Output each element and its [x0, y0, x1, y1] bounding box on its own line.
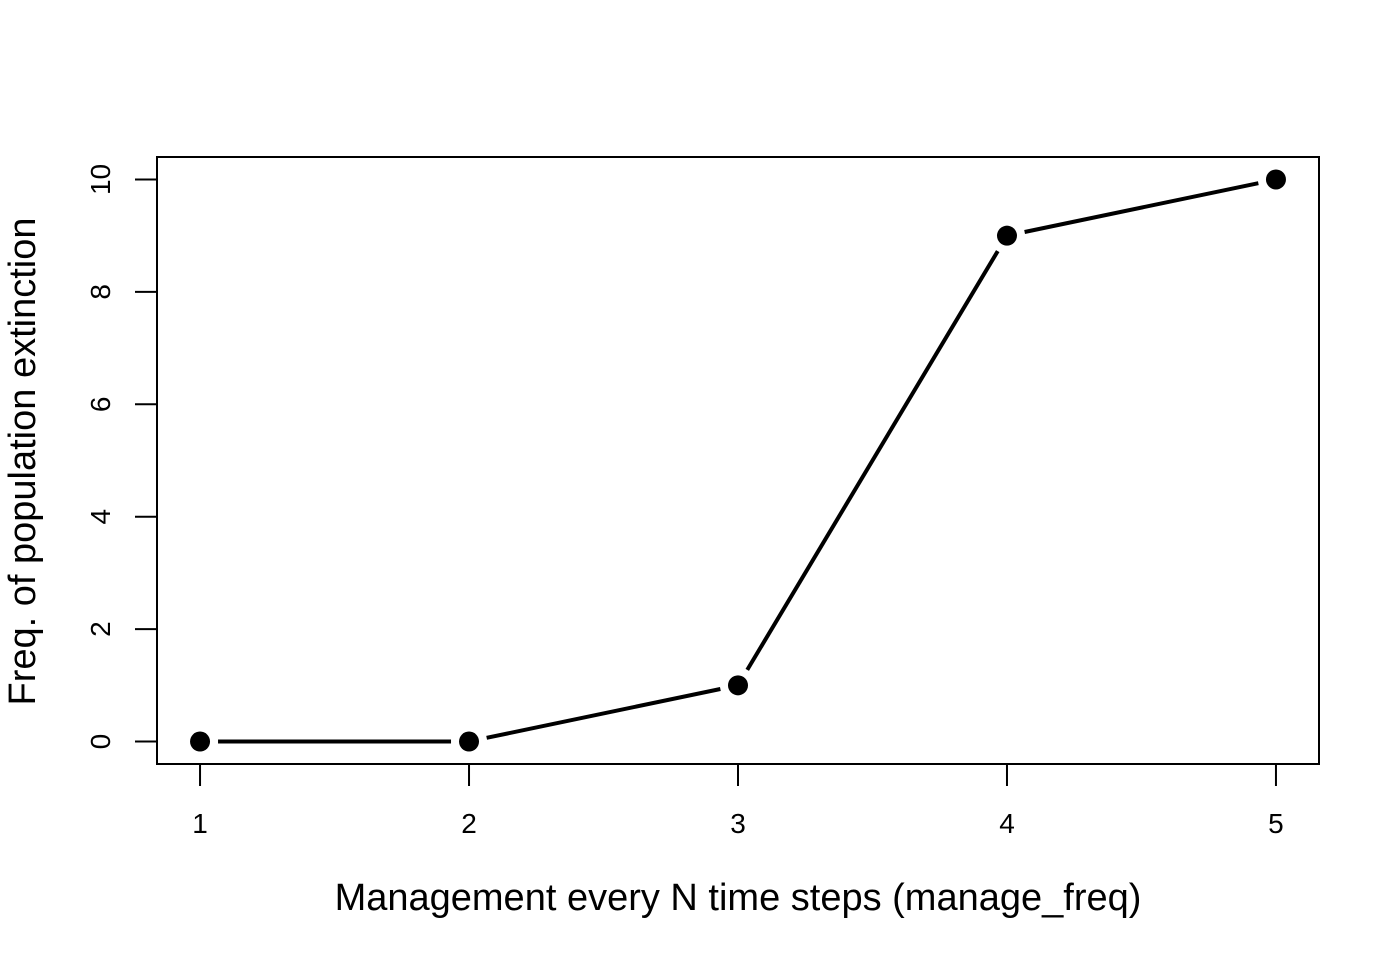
y-tick-label: 4 — [85, 509, 116, 525]
x-tick-label: 5 — [1268, 808, 1284, 839]
series-segment — [745, 250, 1000, 671]
x-tick-label: 4 — [999, 808, 1015, 839]
x-tick-label: 1 — [192, 808, 208, 839]
x-tick-label: 3 — [730, 808, 746, 839]
y-tick-label: 6 — [85, 397, 116, 413]
x-axis: 1 2 3 4 5 — [192, 763, 1284, 839]
series-points — [190, 169, 1286, 752]
data-point — [728, 675, 748, 696]
data-point — [190, 731, 211, 752]
plot-frame — [156, 156, 1320, 765]
y-axis: 0 2 4 6 8 10 — [85, 164, 158, 750]
data-point — [459, 731, 480, 752]
x-axis-title: Management every N time steps (manage_fr… — [335, 877, 1142, 919]
y-tick-label: 10 — [85, 164, 116, 195]
data-point — [1265, 169, 1286, 190]
y-tick-label: 0 — [85, 734, 116, 750]
y-tick-label: 2 — [85, 621, 116, 637]
y-axis-title: Freq. of population extinction — [2, 218, 44, 706]
series-segment — [486, 687, 721, 740]
data-point — [996, 225, 1017, 246]
series-lines — [218, 181, 1259, 744]
x-tick-label: 2 — [461, 808, 477, 839]
y-tick-label: 8 — [85, 284, 116, 300]
series-segment — [1024, 181, 1259, 234]
